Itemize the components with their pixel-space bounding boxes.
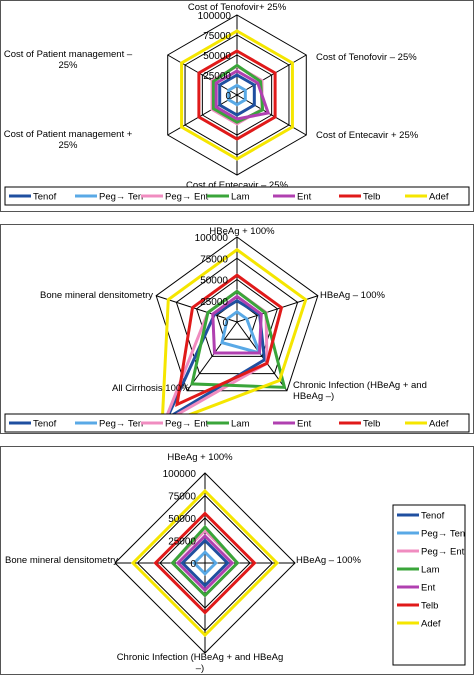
- legend-box: [4, 413, 470, 433]
- series-adef: [130, 488, 280, 638]
- series-ent: [175, 533, 235, 593]
- axis-label-0: HBeAg + 100%: [209, 226, 275, 237]
- axis-label-1: HBeAg – 100%: [320, 290, 386, 301]
- series-tenof: [180, 538, 230, 588]
- series-peg-ten: [192, 550, 218, 576]
- grid-ring-75000: [175, 257, 299, 375]
- legend-label-peg-ent: Peg→ Ent: [165, 192, 209, 203]
- legend-label-ent: Ent: [297, 192, 312, 203]
- tick-label-100000: 100000: [195, 233, 229, 244]
- series-telb: [197, 49, 277, 141]
- axis-label-1: HBeAg – 100%: [296, 555, 362, 566]
- axis-label-2: Cost of Entecavir + 25%: [316, 130, 419, 141]
- legend-label-adef: Adef: [421, 619, 441, 630]
- axis-label-2: Chronic Infection (HBeAg + and HBeAg –): [293, 380, 427, 402]
- legend-label-tenof: Tenof: [33, 419, 57, 430]
- series-ent: [214, 69, 271, 121]
- tick-label-75000: 75000: [200, 254, 228, 265]
- legend-label-tenof: Tenof: [421, 511, 445, 522]
- grid-ring-25000: [216, 300, 258, 340]
- legend-label-peg-ent: Peg→ Ent: [421, 547, 465, 558]
- legend-box: [4, 186, 470, 206]
- axis-label-3: All Cirrhosis 100%: [112, 383, 190, 394]
- series-peg-ten: [220, 309, 262, 356]
- tick-label-0: 0: [190, 559, 196, 570]
- tick-label-50000: 50000: [200, 276, 228, 287]
- spoke-2: [236, 94, 307, 136]
- series-lam: [170, 524, 240, 598]
- tick-label-100000: 100000: [163, 469, 197, 480]
- legend-label-lam: Lam: [421, 565, 440, 576]
- legend-label-telb: Telb: [363, 192, 380, 203]
- legend-label-lam: Lam: [231, 419, 250, 430]
- radar-panel-four-axis: 0 25000 50000 75000 100000 HBeAg + 100% HBeAg …: [0, 446, 474, 675]
- legend-label-adef: Adef: [429, 192, 449, 203]
- legend-label-peg-ten: Peg→ Ten: [99, 419, 143, 430]
- plot-group: 0 25000 50000 75000 100000 HBeAg + 100% HBeAg …: [0, 446, 474, 675]
- series-tenof: [163, 298, 267, 423]
- axis-label-3: Bone mineral densitometry: [5, 555, 118, 566]
- spoke-1: [236, 54, 307, 96]
- spoke-5: [167, 54, 238, 96]
- legend-label-telb: Telb: [421, 601, 438, 612]
- axis-label-0: HBeAg + 100%: [167, 452, 233, 463]
- series-lam: [190, 289, 287, 389]
- legend-label-adef: Adef: [429, 419, 449, 430]
- spoke-4: [167, 94, 238, 136]
- tick-label-0: 0: [225, 91, 231, 102]
- axis-label-4: Cost of Patient management +25%: [4, 129, 133, 151]
- tick-label-50000: 50000: [203, 51, 231, 62]
- axis-label-4: Bone mineral densitometry: [40, 290, 153, 301]
- series-adef: [160, 247, 308, 428]
- axis-label-1: Cost of Tenofovir – 25%: [316, 52, 417, 63]
- tick-label-25000: 25000: [200, 297, 228, 308]
- tick-label-25000: 25000: [168, 537, 196, 548]
- legend-label-lam: Lam: [231, 192, 250, 203]
- legend-label-tenof: Tenof: [33, 192, 57, 203]
- legend-label-ent: Ent: [297, 419, 312, 430]
- legend-label-peg-ten: Peg→ Ten: [421, 529, 465, 540]
- tick-label-75000: 75000: [168, 492, 196, 503]
- series-tenof: [218, 73, 256, 117]
- axis-label-0: Cost of Tenofovir+ 25%: [188, 2, 287, 13]
- series-adef: [180, 29, 294, 161]
- tick-label-100000: 100000: [198, 11, 232, 22]
- radar-panel-testing-scenarios: 0 25000 50000 75000 100000 HBeAg + 100% HBeAg …: [0, 224, 474, 434]
- legend-label-peg-ten: Peg→ Ten: [99, 192, 143, 203]
- series-telb: [175, 273, 284, 408]
- legend-label-peg-ent: Peg→ Ent: [165, 419, 209, 430]
- axis-label-3: Cost of Entecavir – 25%: [186, 180, 288, 191]
- legend-label-telb: Telb: [363, 419, 380, 430]
- axis-label-5: Cost of Patient management –25%: [4, 49, 133, 71]
- grid-ring-100000: [155, 236, 319, 392]
- tick-label-50000: 50000: [168, 514, 196, 525]
- radar-panel-cost-sensitivity: 0 25000 50000 75000 100000 Cost of Tenofovir+…: [0, 0, 474, 212]
- tick-label-0: 0: [222, 318, 228, 329]
- grid-ring-50000: [195, 278, 279, 357]
- tick-label-25000: 25000: [203, 71, 231, 82]
- series-lam: [211, 63, 265, 124]
- tick-label-75000: 75000: [203, 31, 231, 42]
- spoke-3: [186, 321, 238, 392]
- radar-chart-four-axis: 0 25000 50000 75000 100000 HBeAg + 100% HBeAg …: [0, 446, 474, 675]
- series-ent: [211, 294, 263, 355]
- series-peg-ten: [227, 83, 247, 107]
- legend-label-ent: Ent: [421, 583, 436, 594]
- axis-label-2: Chronic Infection (HBeAg + and HBeAg –): [117, 652, 284, 674]
- series-telb: [153, 511, 257, 615]
